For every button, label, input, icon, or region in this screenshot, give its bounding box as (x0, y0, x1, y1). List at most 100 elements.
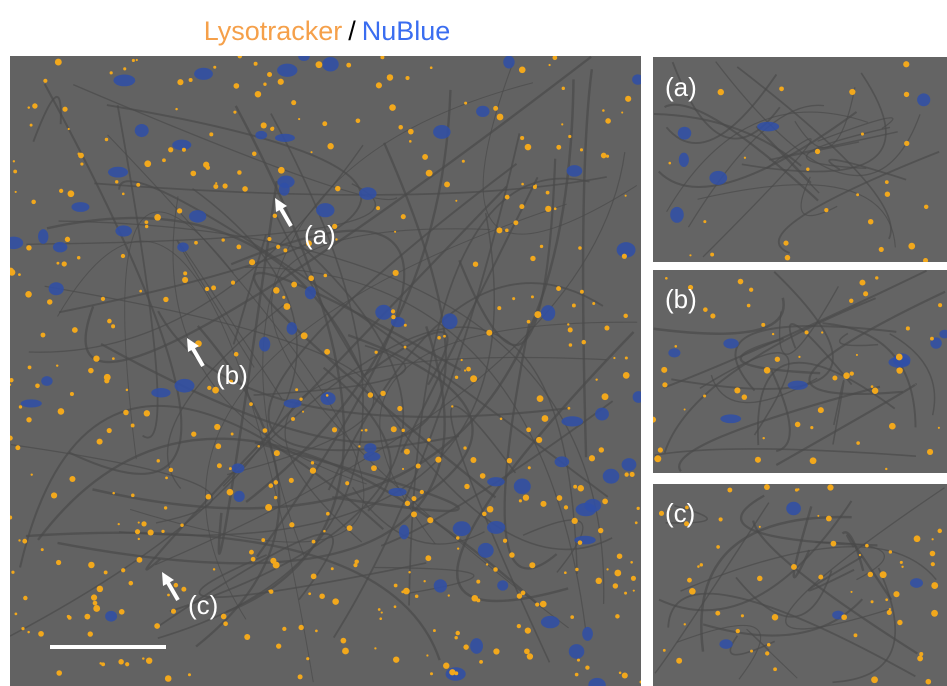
lysosome (668, 162, 671, 165)
lysosome (856, 441, 860, 445)
lysosome (806, 168, 809, 171)
lysosome (58, 408, 65, 415)
lysosome (47, 299, 52, 304)
lysosome (602, 393, 609, 400)
lysosome (402, 468, 404, 470)
lysosome (517, 593, 522, 598)
nucleus (541, 616, 560, 628)
lysosome (476, 580, 480, 584)
lysosome (405, 501, 410, 506)
lysosome (13, 160, 15, 162)
lysosome (70, 392, 74, 396)
lysosome (282, 296, 285, 299)
nucleus (679, 153, 689, 167)
lysosome (394, 231, 396, 233)
nucleus (434, 579, 447, 592)
lysosome (901, 566, 903, 568)
lysosome (411, 511, 417, 517)
lysosome (831, 541, 837, 547)
lysosome (229, 467, 232, 470)
lysosome (556, 145, 561, 150)
nucleus (38, 229, 48, 244)
lysosome (283, 248, 287, 252)
lysosome (311, 573, 317, 579)
lysosome (416, 463, 421, 468)
lysosome (391, 315, 395, 319)
nucleus (135, 124, 149, 137)
nucleus (279, 183, 290, 196)
lysosome (88, 368, 94, 374)
lysosome (868, 572, 873, 577)
lysosome (361, 429, 363, 431)
lysosome (324, 349, 330, 355)
nucleus (399, 525, 409, 540)
lysosome (426, 170, 433, 177)
lysosome (772, 614, 779, 621)
lysosome (755, 457, 761, 463)
nucleus (375, 305, 392, 320)
lysosome (31, 200, 36, 205)
lysosome (493, 648, 499, 654)
lysosome (274, 450, 280, 456)
lysosome (486, 330, 492, 336)
lysosome (568, 327, 573, 332)
lysosome (509, 552, 514, 557)
lysosome (500, 417, 503, 420)
lysosome (815, 149, 820, 154)
lysosome (78, 152, 81, 155)
lysosome (93, 355, 99, 361)
nucleus (561, 416, 583, 426)
lysosome (599, 447, 604, 452)
nucleus (71, 202, 89, 212)
lysosome (493, 106, 498, 111)
lysosome (93, 601, 98, 606)
lysosome (684, 408, 686, 410)
lysosome (832, 375, 837, 380)
lysosome (703, 220, 706, 223)
nucleus (555, 456, 570, 467)
lysosome (209, 132, 213, 136)
lysosome (931, 582, 938, 589)
lysosome (278, 167, 285, 174)
lysosome (889, 608, 891, 610)
lysosome (234, 83, 240, 89)
lysosome (214, 424, 220, 430)
lysosome (289, 478, 294, 483)
lysosome (689, 254, 691, 256)
lysosome (118, 523, 120, 525)
lysosome (454, 636, 457, 639)
lysosome (215, 443, 221, 449)
lysosome (346, 63, 351, 68)
lysosome (674, 345, 677, 348)
lysosome (111, 324, 115, 328)
lysosome (206, 165, 211, 170)
lysosome (889, 550, 892, 553)
lysosome (112, 492, 115, 495)
lysosome (269, 483, 274, 488)
lysosome (69, 476, 75, 482)
lysosome (319, 593, 325, 599)
lysosome (25, 291, 32, 298)
lysosome (265, 504, 272, 511)
lysosome (358, 445, 360, 447)
lysosome (104, 378, 109, 383)
lysosome (625, 472, 629, 476)
lysosome (342, 648, 349, 655)
lysosome (131, 424, 135, 428)
lysosome (68, 128, 70, 130)
lysosome (91, 594, 97, 600)
lysosome (826, 516, 832, 522)
lysosome (43, 79, 47, 83)
lysosome (482, 512, 487, 517)
lysosome (302, 411, 304, 413)
lysosome (455, 376, 458, 379)
lysosome (617, 553, 623, 559)
lysosome (540, 501, 546, 507)
nucleus (569, 644, 585, 659)
lysosome (578, 485, 584, 491)
nucleus (622, 458, 637, 471)
lysosome (331, 567, 334, 570)
lysosome (658, 447, 663, 452)
lysosome (817, 515, 819, 517)
lysosome (700, 563, 703, 566)
